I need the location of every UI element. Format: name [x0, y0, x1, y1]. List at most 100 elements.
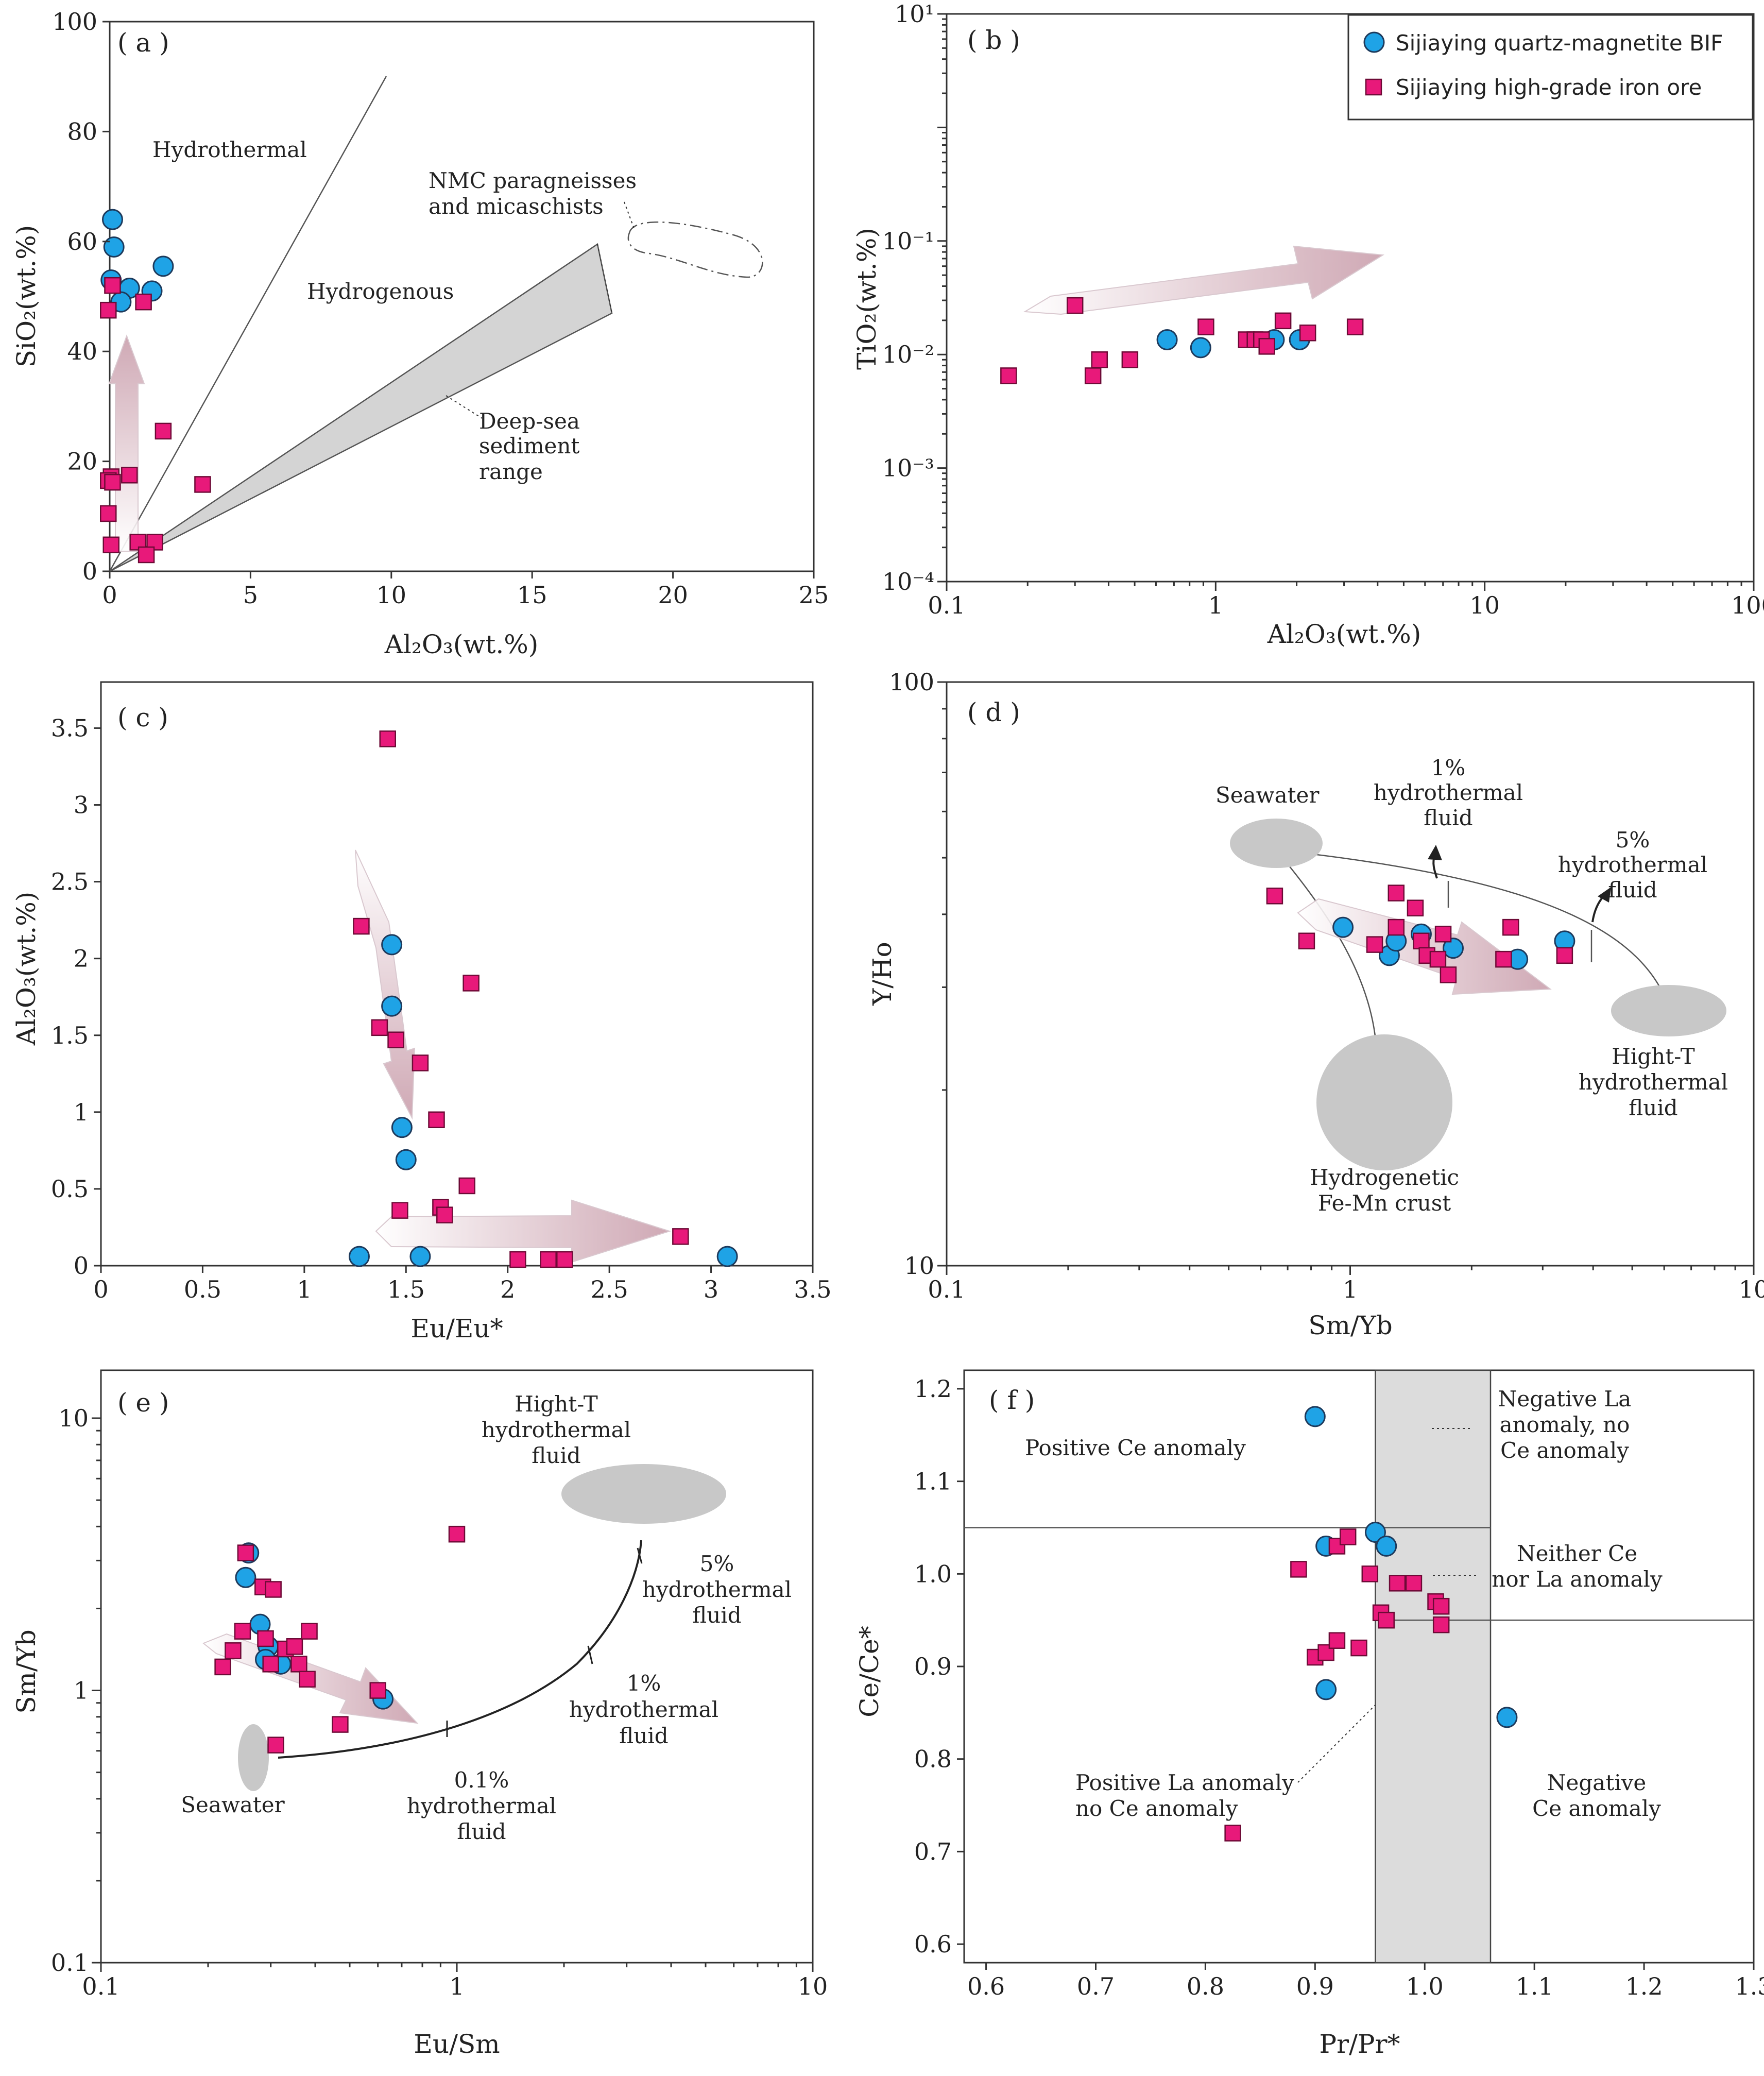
ore-point [1091, 351, 1108, 368]
panel-c-ylabel: Al₂O₃(wt.%) [11, 892, 41, 1046]
ore-point [556, 1251, 573, 1268]
y-tick-label: 1.0 [914, 1560, 952, 1588]
bif-point [1376, 1535, 1397, 1557]
panel-a-trend-arrow [108, 334, 145, 552]
ore-point [1350, 1639, 1367, 1657]
panel-e-points [214, 1525, 466, 1754]
y-tick-label: 10⁻² [882, 341, 934, 368]
y-tick-label: 2 [74, 945, 89, 973]
ore-point [1121, 351, 1139, 368]
x-tick-label: 0.7 [1077, 1972, 1115, 2000]
neg-ce-line1: Negative [1547, 1770, 1646, 1795]
panel-f-points [1224, 1406, 1518, 1842]
bif-point [152, 256, 174, 277]
nmc-field-outline [627, 221, 763, 278]
ore-point [1556, 947, 1573, 964]
neg-ce-line2: Ce anomaly [1532, 1796, 1661, 1821]
ore-point [1224, 1825, 1241, 1842]
label-5pct-line2: hydrothermal [1558, 852, 1707, 877]
neg-la-line3: Ce anomaly [1500, 1438, 1629, 1463]
y-tick-label: 2.5 [51, 868, 89, 896]
panel-d: 0.1 1 10 10 100 ( d ) Seawater 1% hydrotherm… [867, 668, 1764, 1340]
bif-point [409, 1246, 431, 1267]
ore-point [369, 1682, 386, 1699]
x-tick-label: 20 [658, 581, 688, 609]
panel-a: 0 5 10 15 20 25 0 20 40 60 80 100 ( a ) Hydrotherma… [11, 8, 829, 659]
legend: Sijiaying quartz-magnetite BIF Sijiaying… [1347, 14, 1754, 121]
y-tick-label: 10⁻³ [882, 454, 934, 482]
positive-ce-label: Positive Ce anomaly [1025, 1435, 1246, 1460]
deep-sea-sediment-field [109, 243, 613, 572]
panel-e-xlabel: Eu/Sm [414, 2029, 500, 2059]
bif-point [1332, 916, 1354, 938]
panel-c-xlabel: Eu/Eu* [410, 1314, 503, 1343]
ore-point [237, 1544, 254, 1561]
hydrothermal-boundary-line [109, 76, 387, 572]
e-1pct-line1: 1% [627, 1671, 661, 1696]
x-tick-label: 3.5 [794, 1275, 831, 1303]
neither-line1: Neither Ce [1517, 1541, 1637, 1566]
ore-point [1388, 918, 1405, 936]
x-tick-label: 15 [517, 581, 547, 609]
e-1pct-line2: hydrothermal [569, 1697, 718, 1722]
panel-f-xlabel: Pr/Pr* [1320, 2029, 1400, 2059]
ore-point [1413, 932, 1430, 949]
y-tick-label: 0.8 [914, 1745, 952, 1773]
neg-la-line2: anomaly, no [1500, 1412, 1630, 1437]
panel-e-axes: 0.1 1 10 0.1 1 10 [51, 1404, 828, 2000]
label-5pct-line1: 5% [1616, 827, 1650, 853]
panel-b-xlabel: Al₂O₃(wt.%) [1267, 619, 1422, 649]
ore-point [138, 546, 155, 564]
e-seawater-field [238, 1724, 269, 1791]
panel-f-axes: 0.6 0.7 0.8 0.9 1.0 1.1 1.2 1.3 0.6 0.7 0.8 0.9 1.0 1… [914, 1375, 1764, 2000]
x-tick-label: 1.3 [1735, 1972, 1764, 2000]
legend-box [1347, 14, 1754, 121]
ore-point [100, 301, 117, 319]
ore-point [214, 1658, 231, 1676]
panel-a-fields [109, 76, 763, 572]
e-01pct-line3: fluid [457, 1819, 506, 1844]
ore-point [1197, 318, 1214, 335]
hydrogenous-label: Hydrogenous [307, 279, 454, 304]
bif-point [381, 934, 403, 956]
bif-point [1364, 1521, 1386, 1543]
x-tick-label: 0.1 [928, 1275, 965, 1303]
ore-point [458, 1177, 475, 1195]
legend-ore-marker [1365, 78, 1382, 96]
panel-d-points [1266, 884, 1575, 983]
panel-c-points [348, 730, 738, 1268]
panel-b-frame [946, 13, 1755, 583]
x-tick-label: 0 [102, 581, 117, 609]
ore-point [257, 1630, 274, 1647]
e-mixing-curve [278, 1540, 642, 1759]
label-high-t-line1: Hight-T [1612, 1044, 1695, 1069]
ore-point [353, 917, 370, 935]
bif-point [716, 1246, 738, 1267]
ore-point [102, 536, 119, 554]
y-tick-label: 10 [904, 1252, 934, 1280]
panel-d-label: ( d ) [967, 697, 1020, 727]
ore-point [1000, 367, 1017, 384]
panel-f-fields [964, 1369, 1754, 1964]
y-tick-label: 1 [74, 1677, 89, 1705]
hydrothermal-label: Hydrothermal [152, 137, 307, 162]
panel-c-frame [100, 681, 814, 1267]
ore-point [135, 293, 152, 311]
x-tick-label: 1 [1343, 1275, 1358, 1303]
ore-point [428, 1111, 445, 1128]
ore-point [155, 422, 172, 440]
bif-point [1156, 329, 1178, 350]
panel-a-label: ( a ) [117, 28, 169, 58]
panel-d-xlabel: Sm/Yb [1308, 1311, 1393, 1340]
bif-point [391, 1117, 413, 1138]
panel-b-trend-arrow [1023, 245, 1385, 315]
ore-point [448, 1525, 466, 1543]
ore-point [1389, 1575, 1406, 1592]
arrow-5pct [1591, 894, 1605, 923]
panel-c-trend-arrow-down [355, 849, 416, 1120]
y-tick-label: 10⁻¹ [882, 227, 934, 255]
label-1pct-line1: 1% [1431, 755, 1466, 780]
y-tick-label: 1.5 [51, 1022, 89, 1049]
deep-sea-label-line3: range [479, 459, 543, 484]
ore-point [1432, 1616, 1450, 1633]
